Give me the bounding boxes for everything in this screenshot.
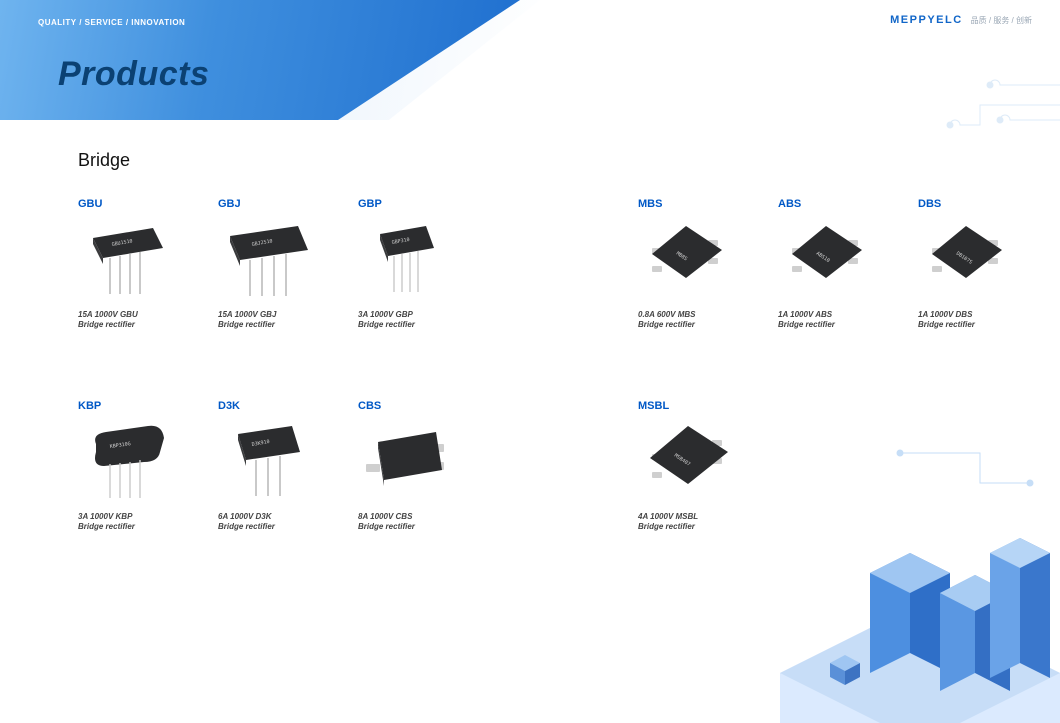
product-code: GBP — [358, 198, 488, 210]
product-spec: 6A 1000V D3KBridge rectifier — [218, 512, 348, 533]
product-image: ABS10 — [778, 220, 878, 300]
city-decoration — [720, 423, 1060, 723]
product-spec: 1A 1000V ABSBridge rectifier — [778, 310, 908, 331]
product-spec: 3A 1000V GBPBridge rectifier — [358, 310, 488, 331]
circuit-decoration — [940, 65, 1060, 165]
product-cbs: CBS 8A 1000V CBSBridge rectifier — [358, 400, 488, 533]
product-image: DB107S — [918, 220, 1018, 300]
product-spec: 8A 1000V CBSBridge rectifier — [358, 512, 488, 533]
product-gbp: GBP GBP310 3A 1000V GBPBridge rectifier — [358, 198, 488, 331]
product-image: GBP310 — [358, 220, 458, 300]
product-image: GBJ2510 — [218, 220, 318, 300]
logo-subtitle: 品质 / 服务 / 创新 — [971, 15, 1032, 26]
product-image: MSB407 — [638, 422, 738, 502]
product-spec: 4A 1000V MSBLBridge rectifier — [638, 512, 768, 533]
product-code: GBJ — [218, 198, 348, 210]
product-image: MB8S — [638, 220, 738, 300]
logo-text: MEPPYELC — [890, 14, 963, 26]
product-image: GBU1510 — [78, 220, 178, 300]
product-mbs: MBS MB8S 0.8A 600V MBSBridge rectifier — [638, 198, 768, 331]
product-code: ABS — [778, 198, 908, 210]
product-d3k: D3K D3K910 6A 1000V D3KBridge rectifier — [218, 400, 348, 533]
tagline: QUALITY / SERVICE / INNOVATION — [38, 18, 185, 27]
product-gbu: GBU GBU1510 15A 1000V GBUBridge rectifier — [78, 198, 208, 331]
page-title: Products — [58, 55, 209, 94]
product-code: CBS — [358, 400, 488, 412]
product-code: MSBL — [638, 400, 768, 412]
product-image: D3K910 — [218, 422, 318, 502]
product-spec: 0.8A 600V MBSBridge rectifier — [638, 310, 768, 331]
product-spec: 3A 1000V KBPBridge rectifier — [78, 512, 208, 533]
product-spec: 1A 1000V DBSBridge rectifier — [918, 310, 1048, 331]
product-code: MBS — [638, 198, 768, 210]
product-dbs: DBS DB107S 1A 1000V DBSBridge rectifier — [918, 198, 1048, 331]
section-title: Bridge — [78, 150, 130, 171]
product-spec: 15A 1000V GBUBridge rectifier — [78, 310, 208, 331]
product-image: KBP310G — [78, 422, 178, 502]
product-image — [358, 422, 458, 502]
product-abs: ABS ABS10 1A 1000V ABSBridge rectifier — [778, 198, 908, 331]
product-gbj: GBJ GBJ2510 15A 1000V GBJBridge rectifier — [218, 198, 348, 331]
logo: MEPPYELC 品质 / 服务 / 创新 — [890, 14, 1032, 26]
product-spec: 15A 1000V GBJBridge rectifier — [218, 310, 348, 331]
product-kbp: KBP KBP310G 3A 1000V KBPBridge rectifier — [78, 400, 208, 533]
product-msbl: MSBL MSB407 4A 1000V MSBLBridge rectifier — [638, 400, 768, 533]
product-code: D3K — [218, 400, 348, 412]
product-code: DBS — [918, 198, 1048, 210]
product-code: GBU — [78, 198, 208, 210]
product-code: KBP — [78, 400, 208, 412]
